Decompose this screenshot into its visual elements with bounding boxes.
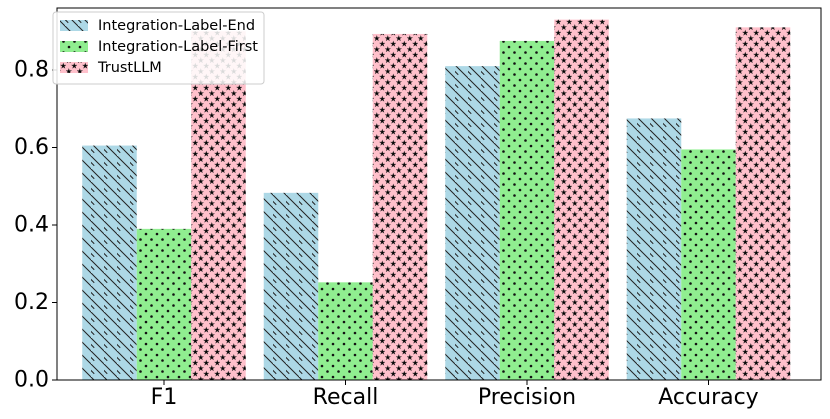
bar-integration-label-first-recall [318,282,373,380]
bar-trustllm-precision [554,19,609,380]
bar-integration-label-end-precision [445,66,500,380]
legend-label: TrustLLM [97,60,162,76]
bar-integration-label-first-f1 [136,228,192,380]
legend: Integration-Label-End Integration-Label-F… [52,11,265,85]
bar-integration-label-end-f1 [82,145,137,380]
x-tick-label: Recall [313,385,379,410]
y-tick-label: 0.6 [14,135,49,160]
legend-swatch [60,20,88,31]
y-tick-label: 0.4 [14,213,49,238]
x-tick-label: F1 [151,385,178,410]
plot-frame [56,7,822,381]
bar-trustllm-accuracy [735,27,791,380]
y-tick-label: 0.0 [14,368,49,393]
y-tick-label: 0.8 [14,58,49,83]
y-tick-label: 0.2 [14,290,49,315]
legend-label: Integration-Label-First [98,39,258,55]
bar-trustllm-recall [372,33,428,380]
axes-layer: F1 Recall Precision Accuracy 0.0 0.2 0.4 0.6 0.8 [14,7,822,410]
bar-integration-label-first-precision [499,40,555,380]
legend-swatch [60,62,88,73]
bar-integration-label-end-recall [263,192,319,380]
x-tick-label: Accuracy [658,385,758,410]
bars-layer [82,19,791,380]
bar-integration-label-first-accuracy [681,149,736,380]
bar-integration-label-end-accuracy [626,118,682,380]
x-tick-label: Precision [478,385,576,410]
legend-label: Integration-Label-End [98,18,255,34]
bar-trustllm-f1 [191,31,246,380]
legend-swatch [60,41,88,52]
legend-box [52,11,265,85]
